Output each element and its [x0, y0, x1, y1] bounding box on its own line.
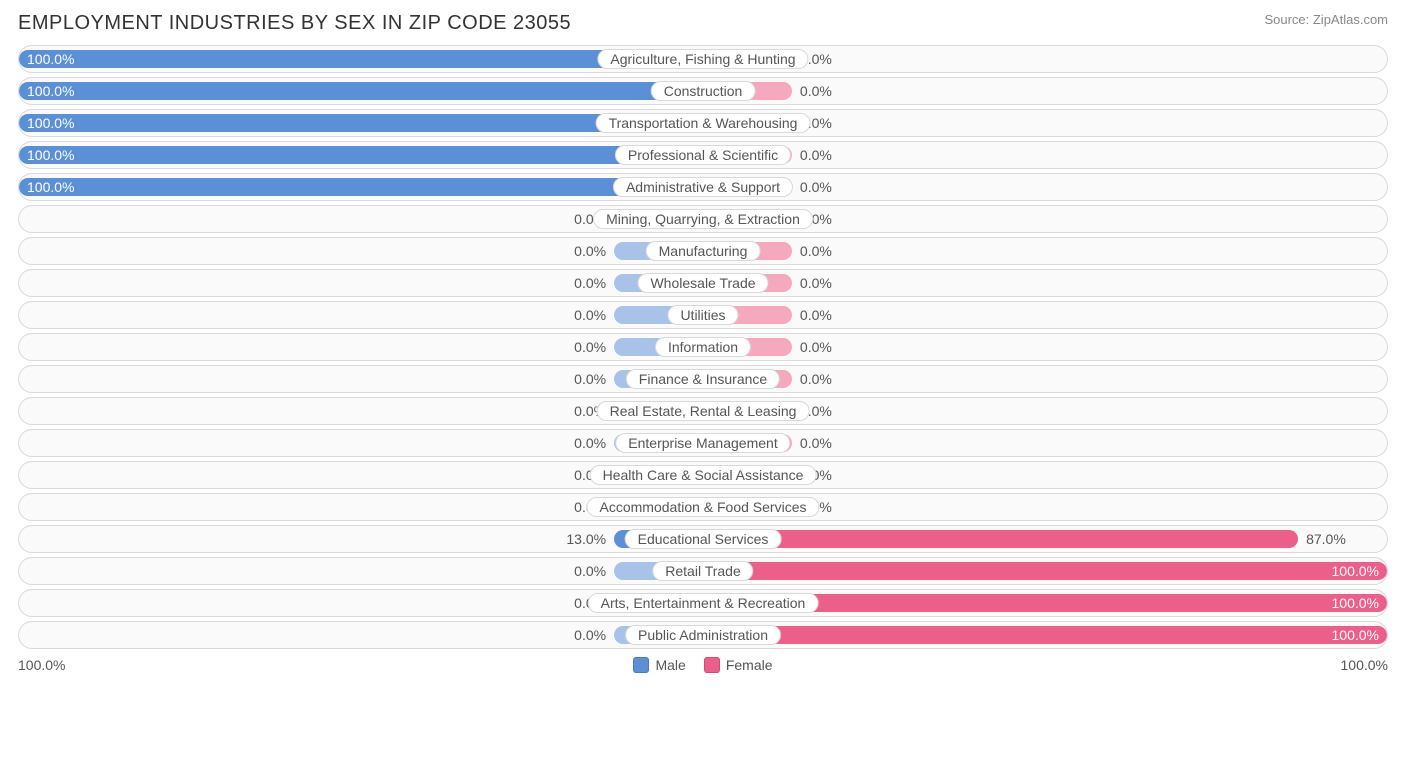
chart-row: 0.0%0.0%Mining, Quarrying, & Extraction: [18, 205, 1388, 233]
value-female: 0.0%: [800, 243, 832, 259]
value-female: 100.0%: [1332, 595, 1379, 611]
value-female: 0.0%: [800, 83, 832, 99]
chart-row: 100.0% 0.0% Construction: [18, 77, 1388, 105]
category-label: Arts, Entertainment & Recreation: [588, 593, 819, 613]
legend-male-label: Male: [655, 657, 685, 673]
category-label: Wholesale Trade: [637, 273, 768, 293]
legend-male-swatch: [633, 657, 649, 673]
chart-row: 0.0%100.0%Arts, Entertainment & Recreati…: [18, 589, 1388, 617]
legend-female-swatch: [704, 657, 720, 673]
value-female: 100.0%: [1332, 627, 1379, 643]
value-female: 0.0%: [800, 371, 832, 387]
category-label: Enterprise Management: [615, 433, 790, 453]
chart-row: 0.0%0.0%Real Estate, Rental & Leasing: [18, 397, 1388, 425]
value-male: 0.0%: [574, 435, 606, 451]
chart-source: Source: ZipAtlas.com: [1264, 12, 1388, 27]
chart-row: 0.0% 0.0% Utilities: [18, 301, 1388, 329]
bar-female: [703, 562, 1387, 580]
chart-row: 0.0% 0.0% Enterprise Management: [18, 429, 1388, 457]
value-male: 0.0%: [574, 243, 606, 259]
category-label: Health Care & Social Assistance: [590, 465, 817, 485]
value-female: 0.0%: [800, 307, 832, 323]
chart-row: 100.0%0.0%Agriculture, Fishing & Hunting: [18, 45, 1388, 73]
chart-row: 0.0% 0.0% Finance & Insurance: [18, 365, 1388, 393]
value-female: 0.0%: [800, 147, 832, 163]
diverging-bar-chart: 100.0%0.0%Agriculture, Fishing & Hunting…: [18, 45, 1388, 649]
value-female: 0.0%: [800, 339, 832, 355]
category-label: Transportation & Warehousing: [596, 113, 811, 133]
value-male: 100.0%: [27, 179, 74, 195]
chart-row: 0.0%0.0%Accommodation & Food Services: [18, 493, 1388, 521]
value-female: 87.0%: [1306, 531, 1346, 547]
chart-row: 13.0% 87.0% Educational Services: [18, 525, 1388, 553]
category-label: Construction: [651, 81, 756, 101]
chart-row: 0.0% 0.0% Manufacturing: [18, 237, 1388, 265]
value-male: 0.0%: [574, 307, 606, 323]
bar-male: [19, 146, 703, 164]
axis-right-label: 100.0%: [1341, 657, 1388, 673]
category-label: Retail Trade: [652, 561, 753, 581]
category-label: Public Administration: [625, 625, 781, 645]
value-female: 0.0%: [800, 179, 832, 195]
chart-row: 0.0% 100.0% Public Administration: [18, 621, 1388, 649]
value-male: 0.0%: [574, 563, 606, 579]
axis-left-label: 100.0%: [18, 657, 65, 673]
value-male: 13.0%: [566, 531, 606, 547]
category-label: Mining, Quarrying, & Extraction: [593, 209, 813, 229]
legend-female-label: Female: [726, 657, 773, 673]
category-label: Educational Services: [625, 529, 782, 549]
chart-row: 0.0%0.0%Health Care & Social Assistance: [18, 461, 1388, 489]
chart-header: EMPLOYMENT INDUSTRIES BY SEX IN ZIP CODE…: [18, 12, 1388, 35]
chart-row: 0.0% 100.0% Retail Trade: [18, 557, 1388, 585]
value-female: 0.0%: [800, 435, 832, 451]
value-male: 0.0%: [574, 371, 606, 387]
category-label: Finance & Insurance: [626, 369, 780, 389]
category-label: Accommodation & Food Services: [587, 497, 820, 517]
value-male: 100.0%: [27, 115, 74, 131]
legend: Male Female: [633, 657, 772, 673]
category-label: Manufacturing: [646, 241, 761, 261]
value-male: 100.0%: [27, 147, 74, 163]
value-male: 0.0%: [574, 339, 606, 355]
category-label: Administrative & Support: [613, 177, 793, 197]
value-female: 0.0%: [800, 275, 832, 291]
chart-row: 100.0% 0.0% Administrative & Support: [18, 173, 1388, 201]
bar-female: [703, 626, 1387, 644]
value-female: 100.0%: [1332, 563, 1379, 579]
legend-female: Female: [704, 657, 773, 673]
category-label: Agriculture, Fishing & Hunting: [597, 49, 808, 69]
value-male: 100.0%: [27, 83, 74, 99]
chart-title: EMPLOYMENT INDUSTRIES BY SEX IN ZIP CODE…: [18, 12, 571, 35]
value-male: 0.0%: [574, 627, 606, 643]
chart-row: 100.0%0.0%Transportation & Warehousing: [18, 109, 1388, 137]
chart-row: 0.0% 0.0% Information: [18, 333, 1388, 361]
category-label: Information: [655, 337, 751, 357]
legend-male: Male: [633, 657, 685, 673]
category-label: Professional & Scientific: [615, 145, 791, 165]
bar-female: [703, 530, 1298, 548]
chart-row: 0.0% 0.0% Wholesale Trade: [18, 269, 1388, 297]
category-label: Real Estate, Rental & Leasing: [597, 401, 810, 421]
value-male: 0.0%: [574, 275, 606, 291]
bar-male: [19, 82, 703, 100]
value-male: 100.0%: [27, 51, 74, 67]
category-label: Utilities: [667, 305, 738, 325]
chart-footer: 100.0% Male Female 100.0%: [18, 657, 1388, 673]
chart-row: 100.0% 0.0% Professional & Scientific: [18, 141, 1388, 169]
bar-male: [19, 178, 703, 196]
